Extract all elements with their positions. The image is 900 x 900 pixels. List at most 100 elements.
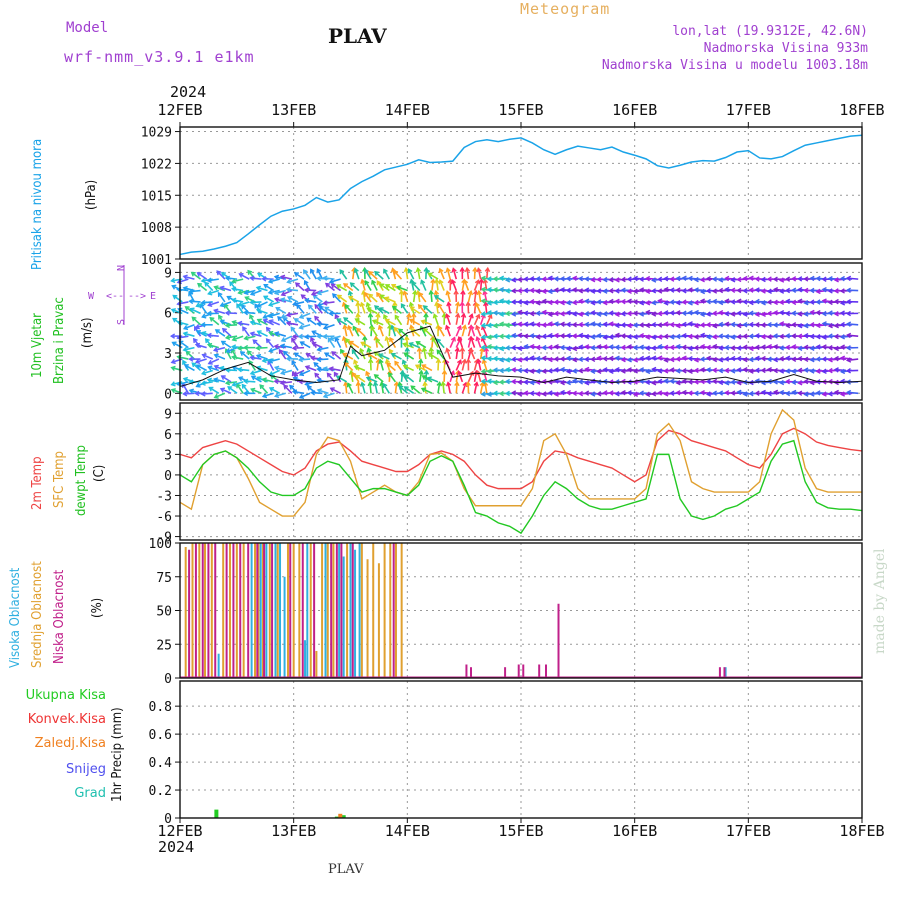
wind-arrow-head: [754, 298, 760, 305]
x-tick-label-bottom: 17FEB: [726, 822, 771, 840]
wind-arrow-head: [322, 300, 328, 306]
wind-arrow: [567, 357, 579, 360]
wind-arrow-head: [803, 299, 809, 306]
wind-arrow: [411, 281, 421, 292]
wind-arrow-head: [200, 391, 206, 397]
wind-arrow-head: [194, 358, 201, 364]
wind-arrow-head: [268, 330, 274, 337]
wind-arrow: [220, 320, 232, 326]
wind-arrow: [585, 300, 597, 303]
wind-arrow-head: [602, 311, 608, 317]
wind-arrow-head: [571, 299, 578, 306]
wind-arrow-head: [446, 301, 452, 307]
wind-arrow: [382, 383, 390, 394]
wind-arrow-head: [355, 312, 361, 318]
wind-arrow: [393, 270, 403, 280]
wind-arrow-head: [340, 348, 345, 354]
wind-arrow-head: [188, 288, 194, 295]
wind-arrow-head: [213, 364, 219, 370]
wind-arrow-head: [347, 295, 354, 301]
wind-arrow: [457, 371, 464, 383]
wind-arrow-head: [736, 355, 742, 362]
wind-arrow-head: [384, 335, 390, 342]
wind-arrow: [208, 358, 220, 365]
wind-arrow-head: [754, 390, 760, 396]
wind-arrow-head: [772, 356, 779, 363]
wind-arrow: [828, 392, 840, 395]
wind-arrow-head: [711, 276, 717, 282]
compass-south: S: [116, 319, 127, 325]
wind-arrow-head: [565, 287, 571, 294]
wind-arrow-head: [766, 310, 772, 317]
wind-arrow-head: [614, 311, 620, 317]
wind-arrow-head: [289, 384, 295, 390]
wind-arrow: [404, 374, 415, 383]
wind-arrow-head: [638, 276, 644, 282]
wind-arrow: [259, 384, 269, 394]
y-tick-label: -6: [156, 510, 172, 525]
wind-arrow-head: [845, 287, 851, 294]
wind-arrow-head: [784, 276, 791, 282]
wind-arrow-head: [620, 389, 626, 396]
wind-arrow-head: [401, 359, 407, 365]
wind-arrow-head: [261, 276, 267, 282]
wind-arrow-head: [571, 378, 578, 384]
wind-arrow-head: [316, 333, 322, 339]
wind-arrow-head: [742, 288, 748, 294]
wind-arrow-head: [754, 287, 760, 293]
wind-arrow-head: [285, 356, 291, 362]
wind-arrow-head: [364, 279, 370, 286]
wind-arrow-head: [559, 276, 565, 282]
wind-arrow: [251, 375, 262, 383]
wind-arrow-head: [322, 324, 329, 330]
wind-arrow-head: [360, 278, 366, 284]
wind-arrow: [274, 289, 287, 295]
wind-arrow-head: [839, 391, 846, 397]
wind-arrow-head: [778, 321, 785, 327]
wind-arrow-head: [620, 368, 626, 374]
wind-arrow: [310, 269, 317, 280]
wind-arrow-head: [547, 356, 553, 363]
wind-arrow-head: [784, 287, 791, 294]
wind-arrow-head: [415, 267, 422, 273]
wind-arrow-head: [724, 356, 730, 362]
wind-arrow-head: [772, 367, 778, 374]
wind-arrow-head: [456, 359, 462, 365]
wind-arrow-head: [267, 358, 274, 364]
wind-arrow-head: [427, 352, 433, 358]
wind-arrow-head: [693, 276, 699, 283]
wind-arrow-head: [614, 277, 620, 283]
wind-arrow: [374, 351, 384, 360]
wind-arrow-head: [620, 276, 626, 283]
wind-arrow-head: [492, 310, 498, 316]
wind-arrow: [312, 330, 323, 337]
wind-arrow-head: [772, 379, 778, 385]
wind-arrow-head: [457, 335, 463, 342]
wind-arrow-head: [182, 325, 189, 331]
wind-arrow-head: [809, 275, 815, 282]
wind-arrow-head: [486, 300, 492, 306]
wind-arrow-head: [492, 276, 498, 282]
wind-arrow-head: [657, 334, 663, 340]
wind-arrow-head: [255, 285, 262, 291]
wind-arrow-head: [279, 274, 286, 280]
wind-arrow-head: [687, 333, 693, 340]
wind-arrow: [554, 392, 566, 396]
wind-arrow: [185, 350, 196, 360]
wind-arrow: [275, 366, 287, 372]
wind-arrow: [226, 369, 238, 372]
wind-arrow-head: [529, 299, 535, 305]
wind-arrow-head: [815, 390, 821, 396]
wind-arrow-head: [231, 286, 237, 292]
wind-arrow-head: [821, 344, 827, 350]
wind-arrow: [345, 338, 354, 349]
wind-arrow-head: [300, 294, 306, 300]
wind-arrow: [256, 286, 268, 292]
wind-arrow-head: [778, 277, 785, 283]
wind-arrow-head: [498, 275, 505, 281]
wind-arrow-head: [243, 344, 249, 351]
wind-arrow-head: [510, 390, 517, 396]
wind-arrow: [275, 332, 287, 337]
wind-arrow-head: [657, 390, 663, 396]
wind-arrow-head: [476, 289, 483, 296]
